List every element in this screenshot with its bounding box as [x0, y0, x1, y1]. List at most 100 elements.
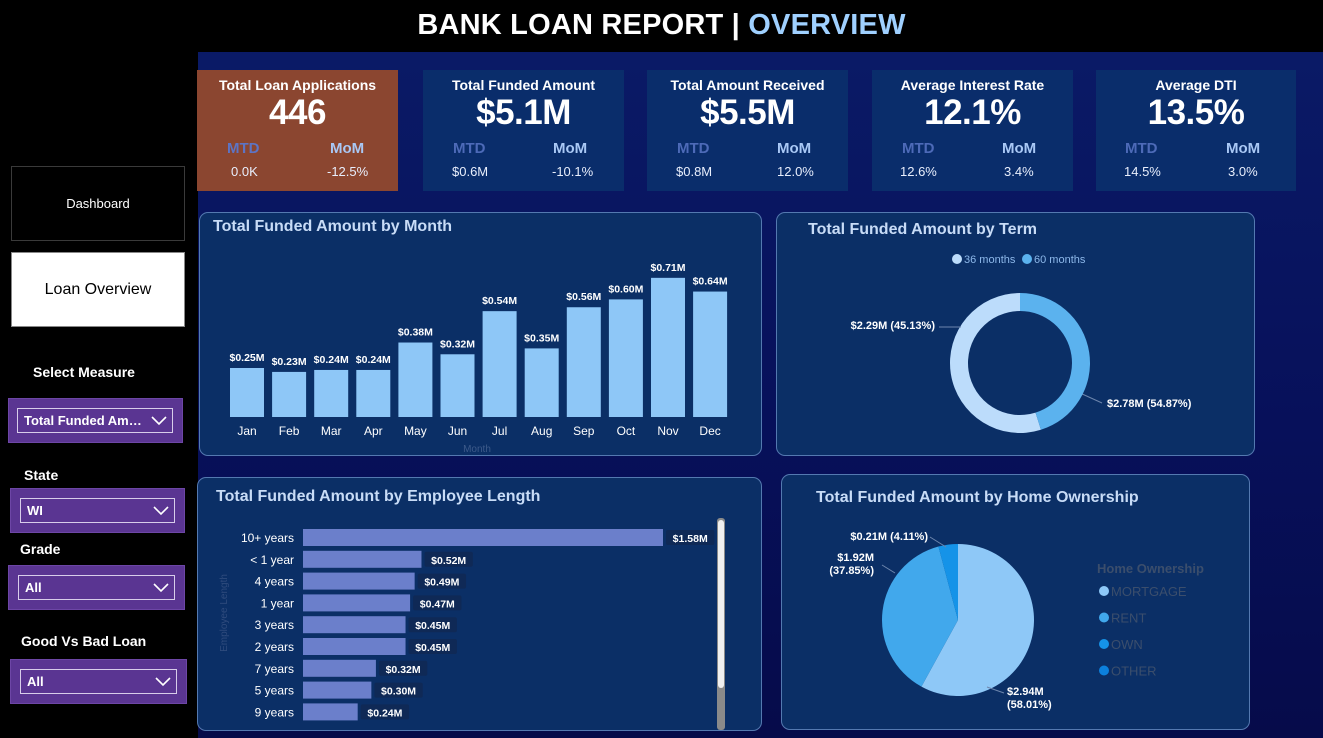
select-measure-slicer: Total Funded Amo...: [8, 398, 183, 443]
y-tick-label: 5 years: [255, 684, 294, 698]
report-title: BANK LOAN REPORT |: [417, 9, 749, 41]
title-bar: BANK LOAN REPORT | OVERVIEW: [0, 0, 1323, 52]
data-label: $0.47M: [420, 598, 455, 610]
kpi-mom-value: 3.0%: [1228, 164, 1258, 179]
chevron-down-icon: [148, 576, 174, 599]
kpi-value: 446: [269, 93, 326, 132]
data-label: $0.24M: [356, 354, 391, 366]
pie-slice: [882, 546, 958, 687]
data-label: $0.30M: [381, 686, 416, 698]
scrollbar[interactable]: [717, 518, 725, 730]
legend-label: 36 months: [964, 254, 1016, 266]
grade-dropdown[interactable]: All: [18, 575, 175, 600]
data-label: $0.45M: [415, 620, 450, 632]
kpi-card-average-interest-rate: Average Interest Rate 12.1% MTD MoM 12.6…: [872, 70, 1073, 191]
data-label-bg: [413, 595, 462, 611]
nav-dashboard-label: Dashboard: [66, 196, 130, 211]
leader-line: [1079, 392, 1103, 404]
nav-dashboard-button[interactable]: Dashboard: [11, 166, 185, 241]
kpi-value: $5.5M: [700, 93, 795, 132]
data-label: $0.32M: [440, 338, 475, 350]
y-tick-label: 3 years: [255, 618, 294, 632]
good-vs-bad-loan-slicer: All: [10, 659, 187, 704]
home-ownership-pie-chart: $2.94M(58.01%) $1.92M(37.85%) $0.21M (4.11…: [829, 531, 1204, 711]
data-label: $0.32M: [386, 664, 421, 676]
data-label: $0.24M: [314, 354, 349, 366]
legend-label: 60 months: [1034, 254, 1086, 266]
chart-title: Total Funded Amount by Home Ownership: [816, 489, 1139, 506]
grade-slicer: All: [8, 565, 185, 610]
y-tick-label: 2 years: [255, 640, 294, 654]
data-label-bg: [424, 551, 473, 567]
bar: [303, 572, 415, 590]
bar: [440, 354, 475, 417]
kpi-card-total-amount-received: Total Amount Received $5.5M MTD MoM $0.8…: [647, 70, 848, 191]
kpi-mtd-value: 12.6%: [900, 164, 937, 179]
bar: [303, 659, 376, 677]
chart-title: Total Funded Amount by Employee Length: [216, 488, 541, 505]
term-donut-chart: 36 months 60 months $2.78M (54.87%) $2.29M …: [851, 254, 1192, 433]
nav-loan-overview-button[interactable]: Loan Overview: [11, 252, 185, 327]
data-label: $0.71M: [650, 262, 685, 274]
grade-value: All: [25, 580, 42, 595]
data-label: $2.94M: [1007, 686, 1044, 698]
data-label: $1.58M: [673, 533, 708, 545]
y-tick-label: 4 years: [255, 575, 294, 589]
state-label: State: [24, 467, 59, 483]
chart-title: Total Funded Amount by Month: [213, 218, 453, 235]
month-bar-chart: $0.25M Jan $0.23M Feb $0.24M Mar $0.24M Apr $0.3…: [229, 262, 728, 455]
bar: [608, 299, 643, 417]
data-label: $0.23M: [272, 356, 307, 368]
data-label-bg: [408, 617, 457, 633]
grade-label: Grade: [20, 541, 61, 557]
data-label: $0.60M: [608, 283, 643, 295]
kpi-mom-value: -10.1%: [552, 164, 594, 179]
legend-label: RENT: [1111, 611, 1146, 626]
y-tick-label: 1 year: [261, 596, 294, 610]
kpi-mom-value: 3.4%: [1004, 164, 1034, 179]
kpi-mom-label: MoM: [1226, 140, 1261, 157]
chevron-down-icon: [148, 499, 174, 522]
x-axis-label: Month: [463, 444, 491, 455]
data-label-bg: [408, 639, 457, 654]
good-vs-bad-loan-dropdown[interactable]: All: [20, 669, 177, 694]
data-label-bg: [374, 682, 423, 698]
data-label-bg: [360, 704, 410, 720]
data-label: $2.29M (45.13%): [851, 320, 936, 332]
state-value: WI: [27, 503, 43, 518]
kpi-mtd-value: $0.6M: [452, 164, 489, 179]
state-dropdown[interactable]: WI: [20, 498, 175, 523]
data-label: (58.01%): [1007, 699, 1052, 711]
data-label: $1.92M: [837, 552, 874, 564]
x-tick-label: Sep: [573, 424, 595, 438]
kpi-mtd-label: MTD: [677, 140, 710, 157]
legend-label: MORTGAGE: [1111, 584, 1187, 599]
kpi-card-average-dti: Average DTI 13.5% MTD MoM 14.5% 3.0%: [1096, 70, 1296, 191]
kpi-value: 12.1%: [924, 93, 1021, 132]
scrollbar-thumb[interactable]: [718, 520, 724, 688]
kpi-mtd-label: MTD: [1125, 140, 1158, 157]
data-label: $0.35M: [524, 332, 559, 344]
kpi-mom-value: -12.5%: [327, 164, 369, 179]
pie-slice: [938, 544, 958, 620]
kpi-mom-value: 12.0%: [777, 164, 814, 179]
pie-slice: [921, 544, 1034, 696]
select-measure-dropdown[interactable]: Total Funded Amo...: [17, 408, 173, 433]
bar: [303, 638, 406, 655]
bar: [566, 307, 601, 417]
kpi-mom-label: MoM: [330, 140, 365, 157]
kpi-title: Average DTI: [1155, 77, 1237, 93]
data-label: $0.54M: [482, 295, 517, 307]
nav-loan-overview-label: Loan Overview: [44, 280, 152, 298]
bar: [398, 342, 433, 417]
kpi-mom-label: MoM: [1002, 140, 1037, 157]
bar: [314, 369, 349, 417]
x-tick-label: Nov: [657, 424, 678, 438]
data-label-bg: [378, 660, 428, 676]
bar: [482, 311, 517, 417]
bar: [303, 703, 358, 721]
bar: [693, 291, 728, 417]
legend-marker: [1099, 639, 1109, 649]
y-tick-label: 7 years: [255, 662, 294, 676]
bar: [303, 616, 406, 634]
